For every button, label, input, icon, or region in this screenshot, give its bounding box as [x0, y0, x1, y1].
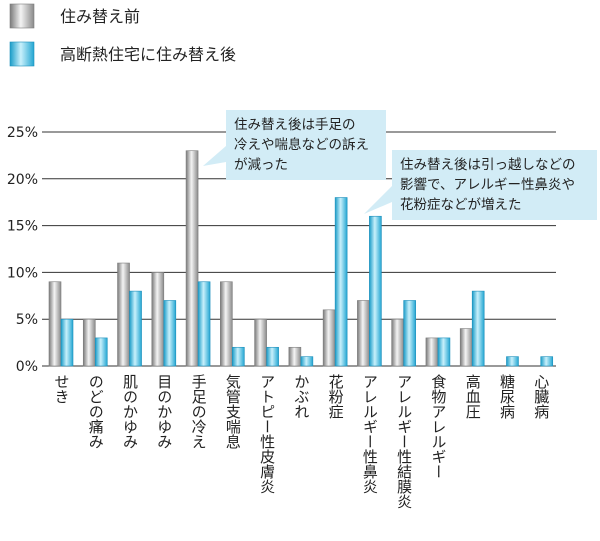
bar-after [61, 319, 73, 366]
category-label: 手足の冷え [190, 374, 208, 449]
y-tick-label: 15% [7, 219, 38, 235]
annotation-1-line-1: 住み替え後は手足の [234, 115, 378, 135]
category-label: のどの痛み [87, 374, 105, 449]
annotation-callout-2: 住み替え後は引っ越しなどの 影響で、アレルギー性鼻炎や 花粉症などが増えた [392, 150, 597, 220]
legend-label: 住み替え前 [60, 7, 140, 26]
legend-swatch [10, 4, 34, 28]
chart: 0% 5% 10% 15% 20% 25% せき のどの痛み 肌のかゆみ 目のかゆみ 手足の冷え気… [0, 0, 600, 541]
bar-before [392, 319, 404, 366]
bar-before [255, 319, 267, 366]
annotation-1-line-2: 冷えや喘息などの訴え [234, 135, 378, 155]
y-tick-label: 20% [7, 172, 38, 188]
bar-after [438, 338, 450, 366]
bar-after [506, 357, 518, 366]
bar-before [289, 347, 301, 366]
bar-after [267, 347, 279, 366]
category-label: かぶれ [292, 374, 310, 419]
bar-before [118, 263, 130, 366]
annotation-1-line-3: が減った [234, 155, 378, 175]
category-label: アレルギー性結膜炎 [395, 374, 413, 509]
bar-before [426, 338, 438, 366]
annotation-callout-1: 住み替え後は手足の 冷えや喘息などの訴え が減った [226, 110, 386, 180]
category-label: アトピー性皮膚炎 [258, 374, 276, 494]
category-labels: せき のどの痛み 肌のかゆみ 目のかゆみ 手足の冷え 気管支喘息 アトピー性皮膚炎 かぶれ 花粉… [53, 374, 551, 509]
bar-after [541, 357, 553, 366]
bar-after [335, 198, 347, 366]
bar-before [220, 282, 232, 366]
annotation-2-line-2: 影響で、アレルギー性鼻炎や [400, 175, 589, 195]
callout-tail [203, 146, 226, 166]
y-tick-label: 25% [7, 125, 38, 141]
annotation-2-line-1: 住み替え後は引っ越しなどの [400, 155, 589, 175]
category-label: 花粉症 [327, 374, 345, 419]
legend-label: 高断熱住宅に住み替え後 [60, 45, 236, 64]
bar-after [369, 216, 381, 366]
bar-before [460, 329, 472, 366]
annotation-2-line-3: 花粉症などが増えた [400, 195, 589, 215]
category-label: 糖尿病 [498, 374, 516, 420]
bar-after [164, 300, 176, 366]
bar-before [323, 310, 335, 366]
legend-swatch [10, 42, 34, 66]
y-tick-label: 10% [7, 265, 38, 281]
bar-before [152, 272, 164, 366]
bar-after [404, 300, 416, 366]
category-label: せき [53, 374, 71, 404]
bar-after [95, 338, 107, 366]
category-label: アレルギー性鼻炎 [361, 374, 379, 494]
y-tick-label: 0% [16, 359, 38, 375]
bar-before [49, 282, 61, 366]
y-axis-ticks: 0% 5% 10% 15% 20% 25% [7, 125, 38, 375]
bar-after [232, 347, 244, 366]
bar-before [357, 300, 369, 366]
category-label: 心臓病 [532, 374, 550, 420]
bar-after [130, 291, 142, 366]
category-label: 目のかゆみ [155, 374, 173, 449]
bar-after [301, 357, 313, 366]
bar-after [472, 291, 484, 366]
callout-tail [364, 186, 392, 214]
bar-after [198, 282, 210, 366]
category-label: 気管支喘息 [224, 374, 242, 449]
bar-before [83, 319, 95, 366]
y-tick-label: 5% [16, 312, 38, 328]
category-label: 肌のかゆみ [121, 374, 139, 449]
category-label: 食物アレルギー [429, 374, 447, 479]
bar-before [186, 151, 198, 366]
category-label: 高血圧 [464, 374, 482, 419]
